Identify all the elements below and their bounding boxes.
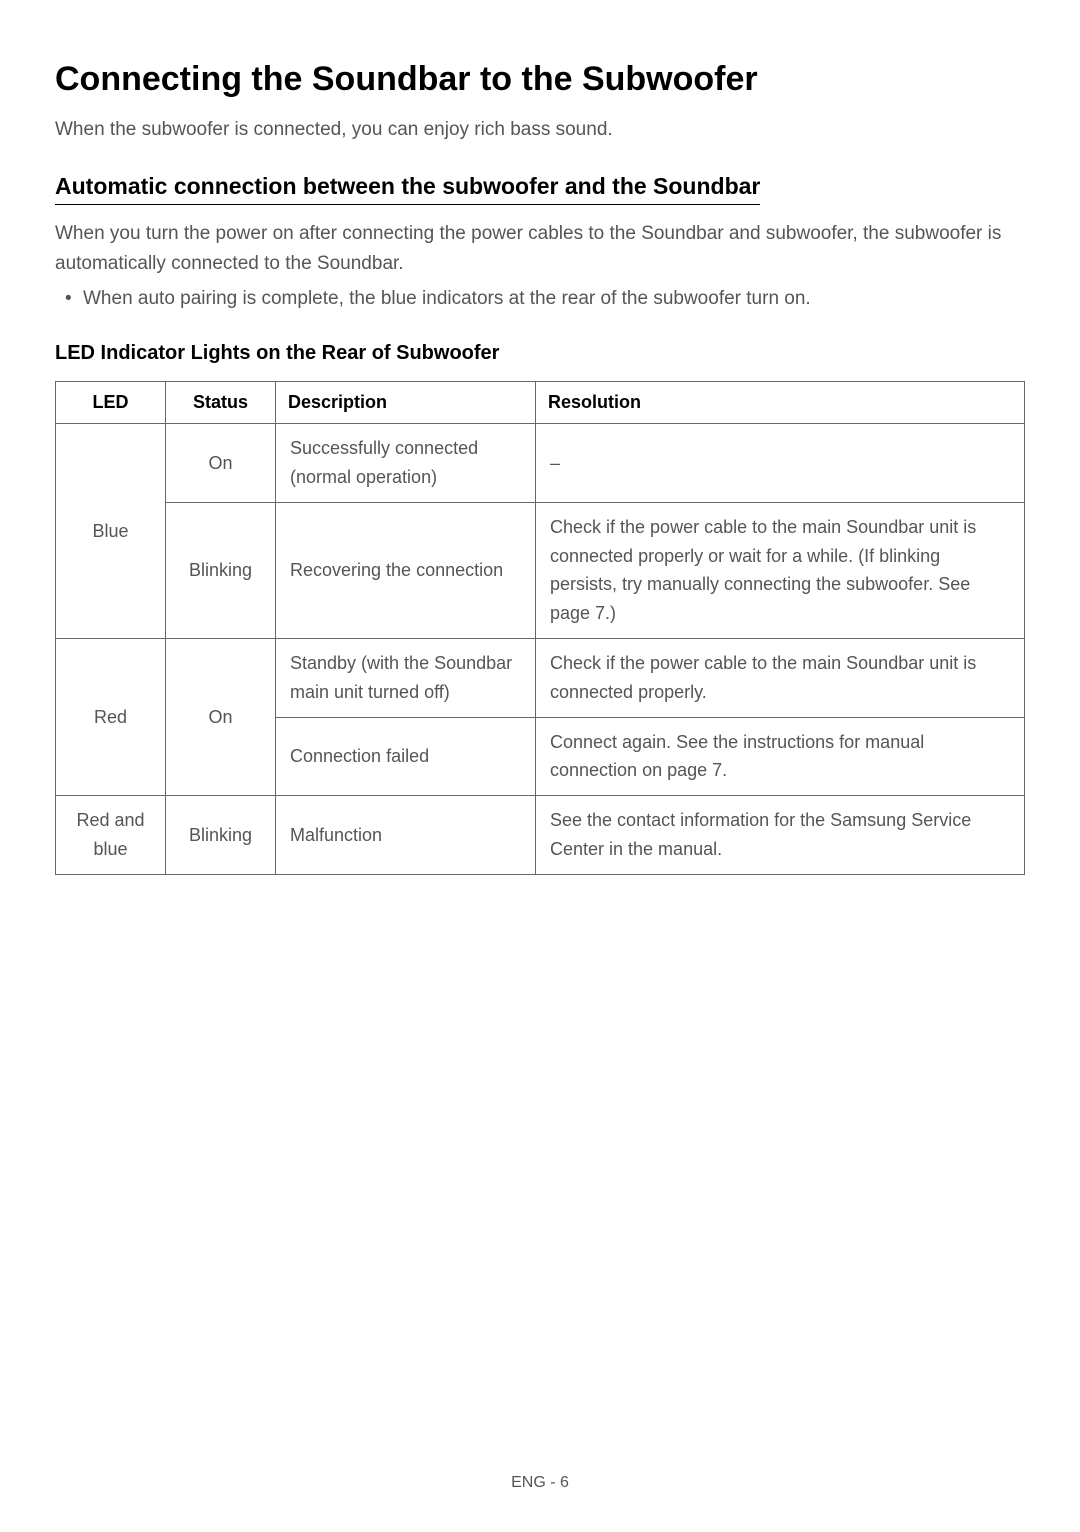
cell-status: On xyxy=(166,424,276,503)
bullet-item: When auto pairing is complete, the blue … xyxy=(83,284,1025,314)
table-row: Red On Standby (with the Soundbar main u… xyxy=(56,638,1025,717)
cell-resolution: See the contact information for the Sams… xyxy=(536,796,1025,875)
main-heading: Connecting the Soundbar to the Subwoofer xyxy=(55,60,1025,99)
table-header-row: LED Status Description Resolution xyxy=(56,382,1025,424)
cell-resolution: Connect again. See the instructions for … xyxy=(536,717,1025,796)
cell-description: Connection failed xyxy=(276,717,536,796)
cell-status: On xyxy=(166,638,276,795)
page-footer: ENG - 6 xyxy=(0,1474,1080,1492)
cell-resolution: Check if the power cable to the main Sou… xyxy=(536,638,1025,717)
cell-led-red: Red xyxy=(56,638,166,795)
cell-resolution: – xyxy=(536,424,1025,503)
header-description: Description xyxy=(276,382,536,424)
header-resolution: Resolution xyxy=(536,382,1025,424)
intro-text: When the subwoofer is connected, you can… xyxy=(55,119,1025,141)
header-status: Status xyxy=(166,382,276,424)
cell-status: Blinking xyxy=(166,502,276,638)
table-row: Blinking Recovering the connection Check… xyxy=(56,502,1025,638)
cell-description: Successfully connected (normal operation… xyxy=(276,424,536,503)
cell-led-redblue: Red and blue xyxy=(56,796,166,875)
table-row: Red and blue Blinking Malfunction See th… xyxy=(56,796,1025,875)
cell-resolution: Check if the power cable to the main Sou… xyxy=(536,502,1025,638)
cell-description: Recovering the connection xyxy=(276,502,536,638)
body-paragraph: When you turn the power on after connect… xyxy=(55,219,1025,280)
table-row: Blue On Successfully connected (normal o… xyxy=(56,424,1025,503)
sub-heading: Automatic connection between the subwoof… xyxy=(55,173,760,205)
led-indicator-table: LED Status Description Resolution Blue O… xyxy=(55,381,1025,875)
header-led: LED xyxy=(56,382,166,424)
cell-description: Malfunction xyxy=(276,796,536,875)
bullet-list: When auto pairing is complete, the blue … xyxy=(55,284,1025,314)
cell-description: Standby (with the Soundbar main unit tur… xyxy=(276,638,536,717)
cell-led-blue: Blue xyxy=(56,424,166,639)
cell-status: Blinking xyxy=(166,796,276,875)
table-heading: LED Indicator Lights on the Rear of Subw… xyxy=(55,342,1025,365)
